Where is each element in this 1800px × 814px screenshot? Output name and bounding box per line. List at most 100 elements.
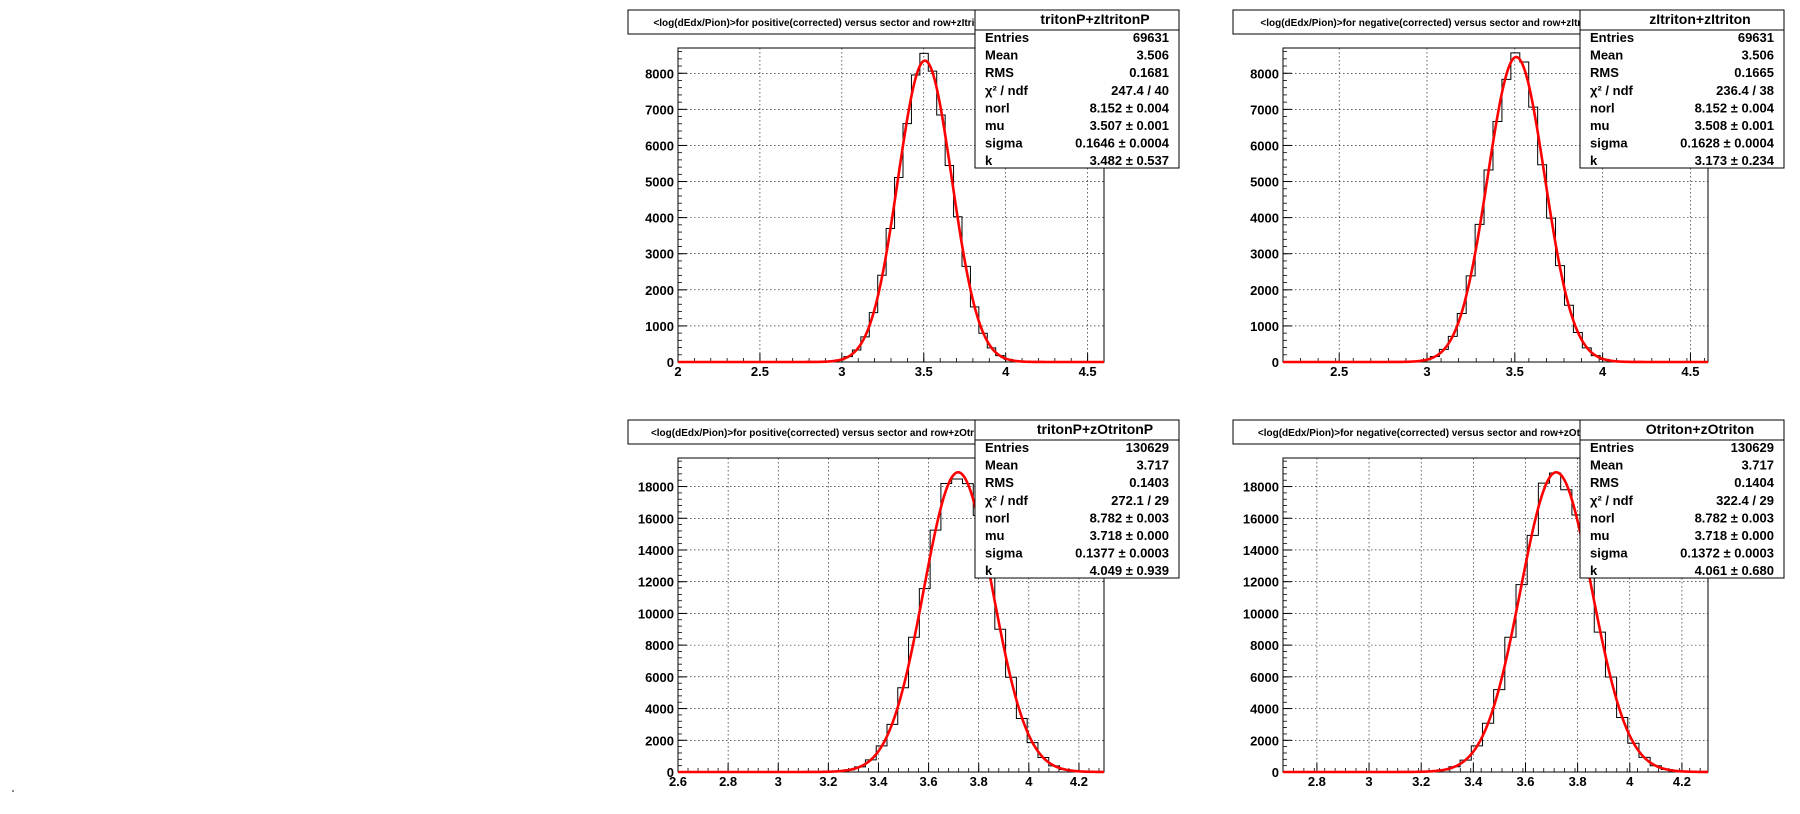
x-tick-label: 3.6 xyxy=(1516,774,1534,789)
x-tick-label: 3.5 xyxy=(1506,364,1524,379)
x-tick-label: 2.5 xyxy=(751,364,769,379)
stats-label: Mean xyxy=(985,458,1018,473)
stats-value: 3.506 xyxy=(1741,48,1774,63)
y-tick-label: 1000 xyxy=(1250,319,1279,334)
stats-value: 4.061 ± 0.680 xyxy=(1695,563,1774,578)
x-tick-label: 2.8 xyxy=(1308,774,1326,789)
x-tick-label: 2.8 xyxy=(719,774,737,789)
x-tick-label: 3.5 xyxy=(915,364,933,379)
x-tick-label: 4 xyxy=(1025,774,1033,789)
y-tick-label: 0 xyxy=(667,765,674,780)
stats-name: tritonP+zOtritonP xyxy=(1037,421,1153,437)
y-tick-label: 4000 xyxy=(1250,702,1279,717)
stats-value: 8.152 ± 0.004 xyxy=(1695,100,1775,115)
pad-title: <log(dEdx/Pion)>for positive(corrected) … xyxy=(651,428,999,439)
histogram-pad-2: 2.5 3 3.5 4 4.5 0 1000 2000 3000 4000 5000 6000 7000… xyxy=(1232,9,1785,379)
y-tick-label: 12000 xyxy=(1243,575,1279,590)
y-tick-label: 6000 xyxy=(1250,138,1279,153)
x-tick-label: 3 xyxy=(1365,774,1372,789)
fit-curve xyxy=(1283,55,1708,364)
stats-label: Mean xyxy=(985,48,1018,63)
stats-label: mu xyxy=(1590,528,1610,543)
title-box xyxy=(627,9,1023,35)
stats-value: 3.718 ± 0.000 xyxy=(1695,528,1774,543)
title-box xyxy=(627,419,1023,445)
stats-label: Entries xyxy=(1590,30,1634,45)
stats-label: χ² / ndf xyxy=(985,83,1029,98)
stats-label: k xyxy=(1590,563,1598,578)
stats-box xyxy=(1579,9,1785,169)
stats-value: 0.1665 xyxy=(1734,65,1774,80)
y-tick-label: 3000 xyxy=(645,247,674,262)
y-tick-label: 14000 xyxy=(1243,543,1279,558)
stats-label: Mean xyxy=(1590,48,1623,63)
stats-name: tritonP+zItritonP xyxy=(1040,11,1149,27)
stats-label: sigma xyxy=(1590,546,1628,561)
stats-value: 0.1377 ± 0.0003 xyxy=(1075,546,1169,561)
x-tick-label: 3.4 xyxy=(869,774,888,789)
y-tick-label: 4000 xyxy=(645,702,674,717)
stats-value: 3.717 xyxy=(1741,458,1774,473)
stats-value: 272.1 / 29 xyxy=(1111,493,1169,508)
x-tick-label: 2 xyxy=(674,364,681,379)
y-tick-label: 8000 xyxy=(645,66,674,81)
stats-label: norl xyxy=(1590,510,1615,525)
x-tick-label: 2.5 xyxy=(1330,364,1348,379)
y-tick-label: 3000 xyxy=(1250,247,1279,262)
y-tick-label: 10000 xyxy=(638,606,674,621)
stats-label: χ² / ndf xyxy=(985,493,1029,508)
stats-label: norl xyxy=(1590,100,1615,115)
y-tick-label: 6000 xyxy=(1250,670,1279,685)
y-tick-label: 2000 xyxy=(1250,733,1279,748)
x-tick-label: 3 xyxy=(775,774,782,789)
plot-frame xyxy=(1282,457,1709,773)
pad-title: <log(dEdx/Pion)>for positive(corrected) … xyxy=(653,18,996,29)
stats-box xyxy=(974,9,1180,169)
stats-label: sigma xyxy=(985,546,1023,561)
y-tick-label: 0 xyxy=(1272,355,1279,370)
y-tick-label: 6000 xyxy=(645,138,674,153)
x-tick-label: 3.2 xyxy=(819,774,837,789)
stats-label: RMS xyxy=(985,65,1014,80)
y-tick-label: 4000 xyxy=(1250,211,1279,226)
y-tick-label: 2000 xyxy=(645,733,674,748)
stats-value: 8.782 ± 0.003 xyxy=(1695,510,1774,525)
y-tick-label: 0 xyxy=(1272,765,1279,780)
stats-value: 0.1646 ± 0.0004 xyxy=(1075,136,1170,151)
y-tick-label: 8000 xyxy=(1250,66,1279,81)
x-tick-label: 4.2 xyxy=(1673,774,1691,789)
stats-label: RMS xyxy=(985,475,1014,490)
stats-label: mu xyxy=(1590,118,1610,133)
stats-value: 0.1372 ± 0.0003 xyxy=(1680,546,1774,561)
stats-label: Mean xyxy=(1590,458,1623,473)
y-tick-label: 1000 xyxy=(645,319,674,334)
stats-value: 3.718 ± 0.000 xyxy=(1090,528,1169,543)
plot-frame xyxy=(677,457,1105,773)
pad-title: <log(dEdx/Pion)>for negative(corrected) … xyxy=(1260,18,1599,29)
y-tick-label: 8000 xyxy=(1250,638,1279,653)
y-tick-label: 10000 xyxy=(1243,606,1279,621)
y-tick-label: 18000 xyxy=(1243,480,1279,495)
stats-value: 0.1403 xyxy=(1129,475,1169,490)
plot-frame xyxy=(1282,47,1709,363)
title-box xyxy=(1232,419,1628,445)
stats-value: 0.1628 ± 0.0004 xyxy=(1680,136,1775,151)
fit-curve xyxy=(678,59,1104,364)
stats-label: sigma xyxy=(1590,136,1628,151)
y-tick-label: 6000 xyxy=(645,670,674,685)
y-tick-label: 5000 xyxy=(645,175,674,190)
x-tick-label: 4.5 xyxy=(1079,364,1097,379)
stats-box xyxy=(974,419,1180,579)
histogram-pad-3: 2.6 2.8 3 3.2 3.4 3.6 3.8 4 4.2 0 2000 4000 6000 8000… xyxy=(627,419,1180,789)
stats-value: 236.4 / 38 xyxy=(1716,83,1774,98)
x-tick-label: 4 xyxy=(1002,364,1010,379)
x-tick-label: 3 xyxy=(838,364,845,379)
stats-name: zItriton+zItriton xyxy=(1649,11,1751,27)
y-tick-label: 2000 xyxy=(645,283,674,298)
y-tick-label: 16000 xyxy=(638,511,674,526)
x-tick-label: 4.2 xyxy=(1070,774,1088,789)
stats-value: 3.482 ± 0.537 xyxy=(1090,153,1169,168)
y-tick-label: 0 xyxy=(667,355,674,370)
corner-mark xyxy=(12,790,14,792)
